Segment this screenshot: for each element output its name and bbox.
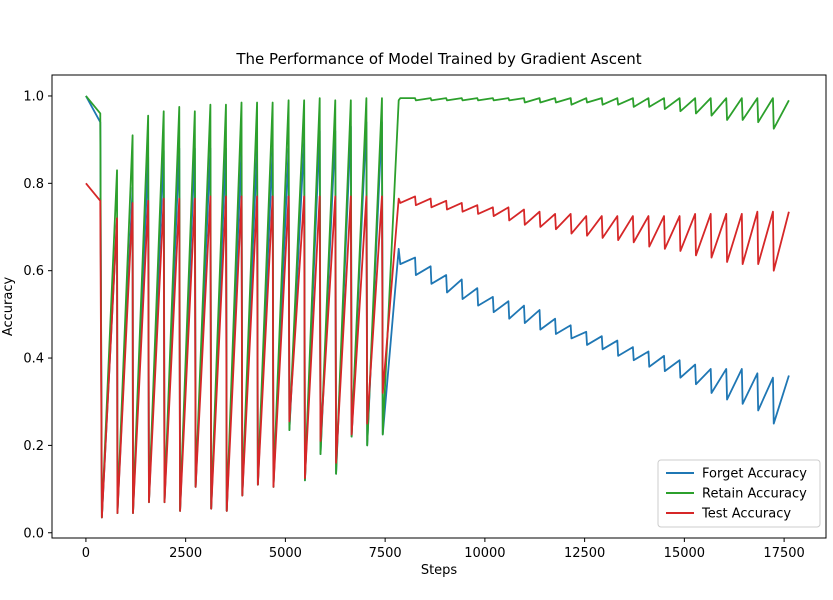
y-axis-ticks: 0.0 0.2 0.4 0.6 0.8 1.0: [23, 89, 52, 541]
y-tick-label: 0.2: [23, 439, 44, 454]
series-lines: [85, 95, 790, 519]
y-tick-label: 1.0: [23, 89, 44, 104]
y-tick-label: 0.8: [23, 177, 44, 192]
legend-box: [657, 459, 821, 528]
x-tick-label: 2500: [169, 546, 202, 561]
legend-entry: Retain Accuracy: [702, 487, 807, 502]
y-axis-label: Accuracy: [1, 277, 16, 337]
x-axis-ticks: 0 2500 5000 7500 10000 12500 15000 17500: [82, 538, 805, 561]
series-line-retain-accuracy: [85, 95, 790, 519]
x-tick-label: 10000: [464, 546, 505, 561]
series-line-forget-accuracy: [85, 95, 790, 519]
x-axis-label: Steps: [421, 563, 458, 578]
legend-entry: Test Accuracy: [701, 507, 791, 522]
y-tick-label: 0.4: [23, 352, 44, 367]
x-tick-label: 0: [82, 546, 90, 561]
x-tick-label: 5000: [269, 546, 302, 561]
x-tick-label: 12500: [564, 546, 605, 561]
x-tick-label: 17500: [763, 546, 804, 561]
axes-frame: [51, 74, 827, 539]
x-tick-label: 7500: [369, 546, 402, 561]
chart-title: The Performance of Model Trained by Grad…: [235, 50, 641, 68]
legend-entry: Forget Accuracy: [702, 467, 807, 482]
y-tick-label: 0.0: [23, 526, 44, 541]
series-line-test-accuracy: [85, 182, 790, 519]
y-tick-label: 0.6: [23, 264, 44, 279]
legend: Forget Accuracy Retain Accuracy Test Accur…: [657, 459, 821, 528]
x-tick-label: 15000: [664, 546, 705, 561]
